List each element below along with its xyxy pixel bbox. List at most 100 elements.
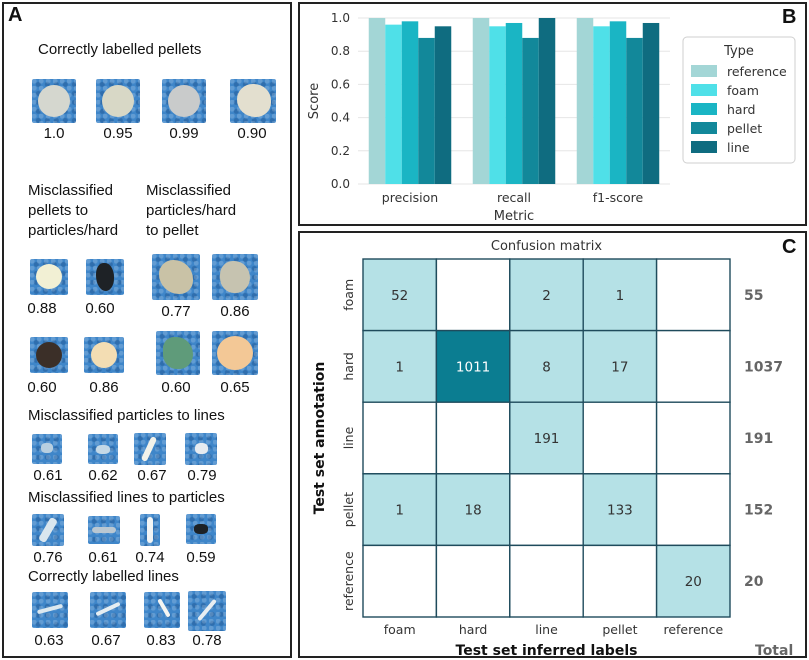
line-object — [194, 524, 208, 534]
y-tick-label: 0.2 — [331, 144, 350, 158]
matrix-cell — [655, 258, 731, 332]
matrix-cell — [655, 473, 731, 547]
section-title-misc-particles-to-lines: Misclassified particles to lines — [28, 407, 225, 424]
bar — [626, 37, 643, 184]
cell-value: 1 — [395, 359, 404, 375]
cell-value: 191 — [534, 431, 560, 447]
panel-a-label: A — [8, 4, 23, 26]
section-title-misc-pellets: Misclassified — [28, 182, 114, 199]
matrix-cell — [362, 329, 438, 403]
legend-label: line — [727, 140, 750, 155]
pellet-object — [38, 85, 70, 117]
cell-value: 18 — [465, 503, 482, 519]
matrix-cell — [362, 544, 438, 618]
matrix-cell — [582, 544, 658, 618]
x-tick-label: recall — [497, 190, 531, 205]
legend-swatch — [691, 65, 717, 77]
legend-title: Type — [723, 44, 754, 59]
x-tick-label: pellet — [602, 622, 637, 637]
bar — [385, 24, 402, 184]
pellet-object — [237, 84, 271, 117]
image-thumb — [30, 337, 68, 373]
image-thumb — [86, 259, 124, 295]
bar — [522, 37, 539, 184]
image-thumb — [156, 331, 200, 375]
bar — [401, 21, 419, 184]
bar — [609, 21, 627, 184]
y-tick-label: pellet — [341, 492, 356, 527]
image-thumb — [134, 433, 166, 465]
bar — [489, 26, 506, 184]
score-label: 0.67 — [137, 467, 167, 484]
image-thumb — [32, 592, 68, 628]
line-object — [195, 443, 208, 454]
bar — [368, 18, 386, 184]
x-tick-label: reference — [663, 622, 723, 637]
score-label: 0.76 — [33, 549, 63, 566]
bar — [505, 22, 523, 185]
matrix-cell — [655, 401, 731, 475]
row-total: 55 — [744, 288, 763, 304]
image-thumb — [88, 516, 120, 544]
image-thumb — [84, 337, 124, 373]
cell-value: 1 — [395, 503, 404, 519]
cell-value: 1 — [616, 288, 625, 304]
line-object — [96, 445, 110, 454]
section-title-misc-particles: to pellet — [146, 222, 199, 239]
y-tick-label: 1.0 — [331, 11, 350, 25]
image-thumb — [162, 79, 206, 123]
pellet-object — [102, 85, 134, 117]
matrix-cell — [362, 401, 438, 475]
line-object — [140, 435, 158, 463]
image-thumb — [32, 434, 62, 464]
score-label: 1.0 — [43, 125, 65, 142]
particle-object — [220, 261, 250, 293]
score-label: 0.86 — [220, 303, 250, 320]
y-tick-label: hard — [341, 352, 356, 380]
matrix-cell — [509, 258, 584, 332]
section-title-misc-pellets: pellets to — [28, 202, 89, 219]
matrix-cell — [582, 401, 658, 475]
totals-label: Total — [755, 643, 793, 656]
line-object — [95, 601, 121, 617]
y-tick-label: 0.0 — [331, 177, 350, 191]
x-axis-label: Test set inferred labels — [456, 643, 638, 656]
y-axis-label: Test set annotation — [312, 362, 328, 515]
bar-chart: 0.0 0.2 0.4 0.6 0.8 1.0 precision recall f1-scor… — [307, 11, 796, 224]
bar — [576, 18, 594, 184]
cell-value: 17 — [611, 359, 628, 375]
particle-object — [163, 337, 193, 369]
legend-swatch — [691, 103, 717, 115]
score-label: 0.60 — [27, 379, 57, 396]
pellet-object — [91, 342, 117, 368]
particle-object — [96, 263, 114, 291]
section-title-misc-particles: Misclassified — [146, 182, 232, 199]
image-thumb — [186, 514, 216, 544]
y-tick-label: foam — [341, 279, 356, 311]
pellet-object — [168, 85, 200, 117]
image-thumb — [188, 591, 226, 631]
bar — [593, 26, 610, 184]
row-total: 152 — [744, 503, 773, 519]
x-tick-label: line — [535, 622, 558, 637]
image-thumb — [185, 433, 217, 465]
pellet-object — [36, 264, 62, 289]
particle-object — [159, 260, 193, 294]
legend-swatch — [691, 141, 717, 153]
image-thumb — [152, 254, 200, 300]
score-label: 0.77 — [161, 303, 191, 320]
bar — [538, 18, 556, 184]
matrix-cell — [655, 329, 731, 403]
line-object — [36, 603, 64, 615]
image-thumb — [212, 254, 258, 300]
matrix-cell — [582, 329, 658, 403]
line-object — [92, 527, 116, 533]
score-label: 0.83 — [146, 632, 176, 649]
score-label: 0.67 — [91, 632, 121, 649]
matrix-cell — [435, 544, 511, 618]
line-object — [41, 443, 53, 453]
score-label: 0.90 — [237, 125, 267, 142]
image-thumb — [140, 514, 160, 546]
score-label: 0.61 — [88, 549, 118, 566]
confusion-matrix: Confusion matrix 52 2 1 foam 55 1 1011 8 17 hard 10… — [312, 239, 793, 656]
